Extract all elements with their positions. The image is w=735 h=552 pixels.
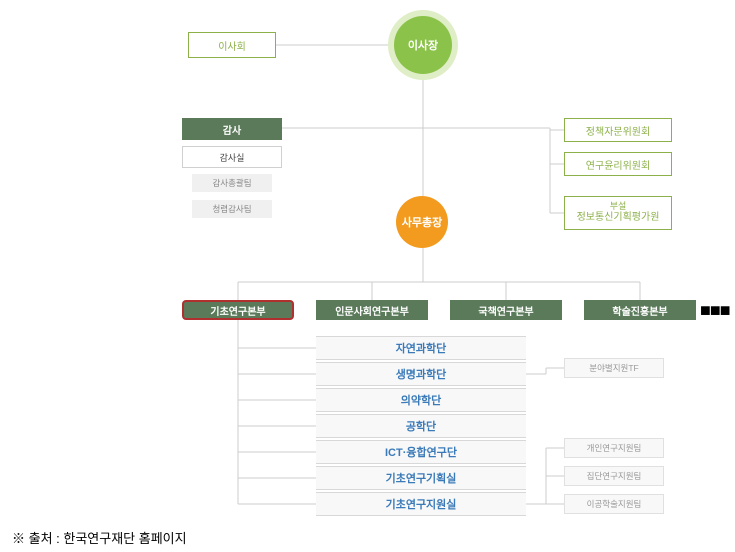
audit-office-box: 감사실 [182, 146, 282, 168]
dept-6-label: 기초연구기획실 [386, 470, 457, 486]
audit-header: 감사 [182, 118, 282, 140]
side-team2-label: 집단연구지원팀 [587, 470, 642, 482]
dept-5-box: ICT·융합연구단 [316, 440, 526, 464]
committee2-label: 연구윤리위원회 [586, 157, 650, 172]
division-2-box: 인문사회연구본부 [316, 300, 428, 320]
board-label: 이사회 [218, 38, 246, 53]
committee2-box: 연구윤리위원회 [564, 152, 672, 176]
side-tf-box: 분야별지원TF [564, 358, 664, 378]
org-chart-canvas: 이사장 이사회 감사 감사실 감사총괄팀 청렴감사팀 정책자문위원회 연구윤리위… [0, 0, 735, 530]
side-team3-box: 이공학술지원팀 [564, 494, 664, 514]
subsidiary-top-label: 부설 [610, 201, 627, 212]
dept-3-label: 의약학단 [401, 392, 441, 408]
dept-1-box: 자연과학단 [316, 336, 526, 360]
division-2-label: 인문사회연구본부 [335, 303, 409, 318]
dept-1-label: 자연과학단 [396, 340, 447, 356]
board-box: 이사회 [188, 32, 276, 58]
division-1-box: 기초연구본부 [182, 300, 294, 320]
secretary-label: 사무총장 [402, 214, 442, 230]
audit-sub1-label: 감사총괄팀 [212, 177, 251, 189]
division-3-label: 국책연구본부 [478, 303, 533, 318]
dept-2-label: 생명과학단 [396, 366, 447, 382]
division-4-box: 학술진흥본부 [584, 300, 696, 320]
source-text: ※ 출처 : 한국연구재단 홈페이지 [12, 528, 187, 547]
subsidiary-org-label: 정보통신기획평가원 [577, 212, 660, 225]
committee1-label: 정책자문위원회 [586, 123, 650, 138]
audit-sub2-box: 청렴감사팀 [192, 200, 272, 218]
audit-sub2-label: 청렴감사팀 [212, 203, 251, 215]
side-team1-label: 개인연구지원팀 [587, 442, 642, 454]
division-4-label: 학술진흥본부 [612, 303, 667, 318]
dept-2-box: 생명과학단 [316, 362, 526, 386]
dept-3-box: 의약학단 [316, 388, 526, 412]
side-team2-box: 집단연구지원팀 [564, 466, 664, 486]
secretary-node: 사무총장 [396, 196, 448, 248]
audit-sub1-box: 감사총괄팀 [192, 174, 272, 192]
dept-4-label: 공학단 [406, 418, 436, 434]
dept-5-label: ICT·융합연구단 [385, 444, 457, 460]
side-team3-label: 이공학술지원팀 [587, 498, 642, 510]
audit-office-label: 감사실 [220, 151, 245, 164]
side-team1-box: 개인연구지원팀 [564, 438, 664, 458]
division-1-label: 기초연구본부 [210, 303, 265, 318]
audit-header-label: 감사 [223, 122, 241, 137]
ellipsis-icon: ■■■ [700, 300, 730, 321]
division-3-box: 국책연구본부 [450, 300, 562, 320]
chairman-node: 이사장 [394, 16, 452, 74]
chairman-label: 이사장 [408, 37, 438, 53]
dept-6-box: 기초연구기획실 [316, 466, 526, 490]
subsidiary-box: 부설 정보통신기획평가원 [564, 196, 672, 230]
committee1-box: 정책자문위원회 [564, 118, 672, 142]
dept-7-box: 기초연구지원실 [316, 492, 526, 516]
dept-7-label: 기초연구지원실 [386, 496, 457, 512]
dept-4-box: 공학단 [316, 414, 526, 438]
side-tf-label: 분야별지원TF [589, 362, 639, 374]
